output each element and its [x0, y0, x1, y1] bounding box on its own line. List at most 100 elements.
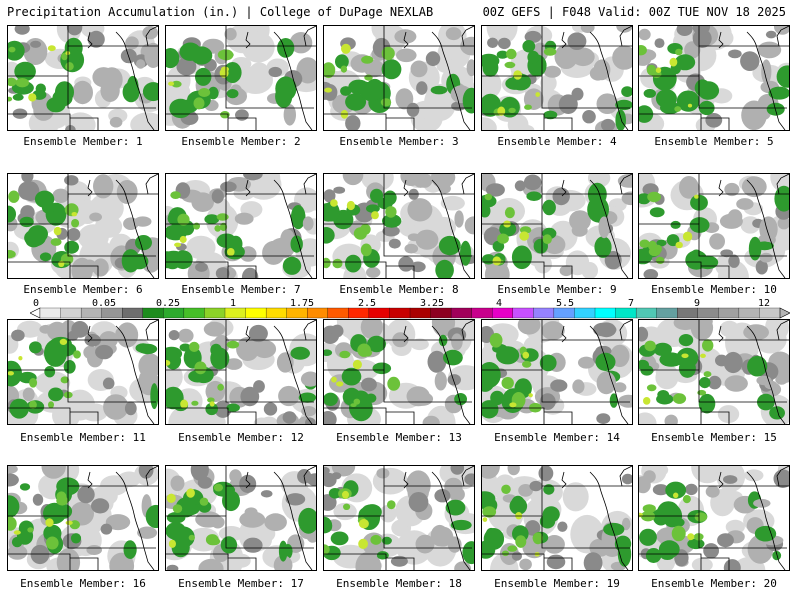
- ensemble-member-map: [323, 25, 475, 131]
- precip-map: [482, 320, 632, 424]
- legend-swatch: [635, 307, 658, 319]
- precip-map: [8, 174, 158, 278]
- ensemble-member-caption: Ensemble Member: 15: [651, 431, 777, 444]
- legend-swatch: [265, 307, 288, 319]
- ensemble-member-map: [481, 465, 633, 571]
- ensemble-member-caption: Ensemble Member: 13: [336, 431, 462, 444]
- legend-swatch: [574, 307, 596, 319]
- ensemble-member-map: [638, 173, 790, 279]
- ensemble-member-caption: Ensemble Member: 17: [178, 577, 304, 590]
- run-info: 00Z GEFS | F048 Valid: 00Z TUE NOV 18 20…: [482, 5, 786, 19]
- ensemble-member-map: [7, 465, 159, 571]
- precip-map: [8, 26, 158, 130]
- precip-map: [166, 26, 316, 130]
- ensemble-member-caption: Ensemble Member: 5: [654, 135, 774, 148]
- ensemble-member-caption: Ensemble Member: 11: [20, 431, 146, 444]
- legend-swatch: [204, 307, 226, 319]
- precip-map: [8, 320, 158, 424]
- legend-swatch: [759, 307, 781, 319]
- legend-swatch: [30, 307, 41, 319]
- legend-swatch: [142, 307, 164, 319]
- precip-map: [166, 466, 316, 570]
- legend-swatch: [718, 307, 740, 319]
- legend-swatch: [101, 307, 123, 319]
- legend-swatch: [245, 307, 267, 319]
- legend-swatch: [60, 307, 82, 319]
- legend-swatch: [348, 307, 370, 319]
- legend-swatch: [533, 307, 555, 319]
- legend-swatch: [512, 307, 534, 319]
- legend-swatch: [122, 307, 144, 319]
- legend-swatch: [450, 307, 473, 319]
- precip-map: [639, 320, 789, 424]
- ensemble-member-map: [481, 25, 633, 131]
- ensemble-member-caption: Ensemble Member: 2: [181, 135, 301, 148]
- ensemble-member-caption: Ensemble Member: 16: [20, 577, 146, 590]
- legend-swatch: [80, 307, 103, 319]
- legend-tick-label: 5.5: [555, 298, 575, 309]
- precip-map: [8, 466, 158, 570]
- ensemble-member-map: [481, 319, 633, 425]
- precip-map: [166, 174, 316, 278]
- precip-map: [482, 26, 632, 130]
- ensemble-member-map: [481, 173, 633, 279]
- precip-map: [482, 466, 632, 570]
- legend-tick-label: 2.5: [357, 298, 377, 309]
- precip-map: [639, 466, 789, 570]
- precip-map: [166, 320, 316, 424]
- ensemble-member-caption: Ensemble Member: 4: [497, 135, 617, 148]
- legend-tick-label: 9: [693, 298, 701, 309]
- ensemble-member-caption: Ensemble Member: 18: [336, 577, 462, 590]
- precip-map: [324, 320, 474, 424]
- ensemble-member-caption: Ensemble Member: 10: [651, 283, 777, 296]
- legend-swatch: [615, 307, 637, 319]
- legend-swatch: [368, 307, 390, 319]
- ensemble-member-map: [165, 319, 317, 425]
- legend-bar: [30, 307, 790, 319]
- legend-swatch: [677, 307, 699, 319]
- ensemble-member-map: [7, 173, 159, 279]
- precip-map: [324, 26, 474, 130]
- legend-swatch: [492, 307, 514, 319]
- legend-swatch: [779, 307, 790, 319]
- legend-swatch: [39, 307, 61, 319]
- ensemble-member-caption: Ensemble Member: 6: [23, 283, 143, 296]
- ensemble-member-caption: Ensemble Member: 3: [339, 135, 459, 148]
- ensemble-member-caption: Ensemble Member: 14: [494, 431, 620, 444]
- ensemble-member-map: [638, 465, 790, 571]
- legend-tick-label: 0: [32, 298, 40, 309]
- ensemble-member-map: [165, 25, 317, 131]
- ensemble-member-caption: Ensemble Member: 7: [181, 283, 301, 296]
- precip-map: [482, 174, 632, 278]
- ensemble-member-caption: Ensemble Member: 20: [651, 577, 777, 590]
- legend-tick-label: 0.25: [155, 298, 181, 309]
- ensemble-member-map: [323, 465, 475, 571]
- legend-tick-label: 1: [229, 298, 237, 309]
- ensemble-member-map: [7, 25, 159, 131]
- legend-swatch: [594, 307, 616, 319]
- legend-swatch: [389, 307, 411, 319]
- legend-swatch: [327, 307, 349, 319]
- ensemble-member-caption: Ensemble Member: 9: [497, 283, 617, 296]
- legend-tick-label: 12: [757, 298, 771, 309]
- legend-tick-label: 1.75: [289, 298, 315, 309]
- legend-swatch: [183, 307, 205, 319]
- ensemble-member-map: [7, 319, 159, 425]
- legend-tick-label: 7: [627, 298, 635, 309]
- legend-swatch: [224, 307, 246, 319]
- legend-tick-label: 3.25: [419, 298, 445, 309]
- precip-map: [324, 174, 474, 278]
- ensemble-member-map: [165, 465, 317, 571]
- ensemble-member-caption: Ensemble Member: 12: [178, 431, 304, 444]
- precip-map: [639, 26, 789, 130]
- legend-swatch: [307, 307, 329, 319]
- precip-map: [324, 466, 474, 570]
- legend-swatch: [697, 307, 719, 319]
- ensemble-member-caption: Ensemble Member: 8: [339, 283, 459, 296]
- chart-title: Precipitation Accumulation (in.) | Colle…: [7, 5, 434, 19]
- legend-swatch: [553, 307, 575, 319]
- ensemble-member-caption: Ensemble Member: 1: [23, 135, 143, 148]
- legend-swatch: [471, 307, 493, 319]
- legend-swatch: [656, 307, 678, 319]
- legend-tick-label: 4: [495, 298, 503, 309]
